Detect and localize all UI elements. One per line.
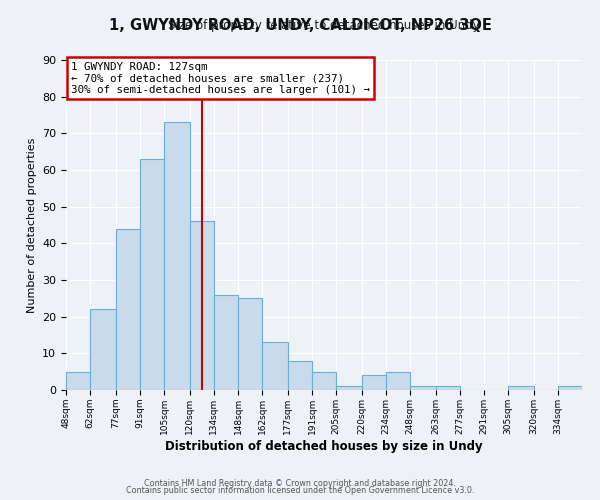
Bar — [436, 386, 460, 390]
Bar — [386, 372, 410, 390]
Text: Contains HM Land Registry data © Crown copyright and database right 2024.: Contains HM Land Registry data © Crown c… — [144, 478, 456, 488]
Bar — [312, 372, 336, 390]
X-axis label: Distribution of detached houses by size in Undy: Distribution of detached houses by size … — [165, 440, 483, 452]
Bar — [288, 360, 312, 390]
Bar — [140, 159, 164, 390]
Bar — [116, 228, 140, 390]
Bar — [66, 372, 90, 390]
Title: Size of property relative to detached houses in Undy: Size of property relative to detached ho… — [168, 20, 480, 32]
Bar — [362, 376, 386, 390]
Text: 1 GWYNDY ROAD: 127sqm
← 70% of detached houses are smaller (237)
30% of semi-det: 1 GWYNDY ROAD: 127sqm ← 70% of detached … — [71, 62, 370, 95]
Bar — [410, 386, 436, 390]
Bar — [190, 222, 214, 390]
Bar — [214, 294, 238, 390]
Text: Contains public sector information licensed under the Open Government Licence v3: Contains public sector information licen… — [126, 486, 474, 495]
Bar — [262, 342, 288, 390]
Y-axis label: Number of detached properties: Number of detached properties — [26, 138, 37, 312]
Bar — [164, 122, 190, 390]
Bar — [238, 298, 262, 390]
Bar — [336, 386, 362, 390]
Bar — [508, 386, 534, 390]
Bar — [90, 310, 116, 390]
Bar — [558, 386, 582, 390]
Text: 1, GWYNDY ROAD, UNDY, CALDICOT, NP26 3QE: 1, GWYNDY ROAD, UNDY, CALDICOT, NP26 3QE — [109, 18, 491, 32]
